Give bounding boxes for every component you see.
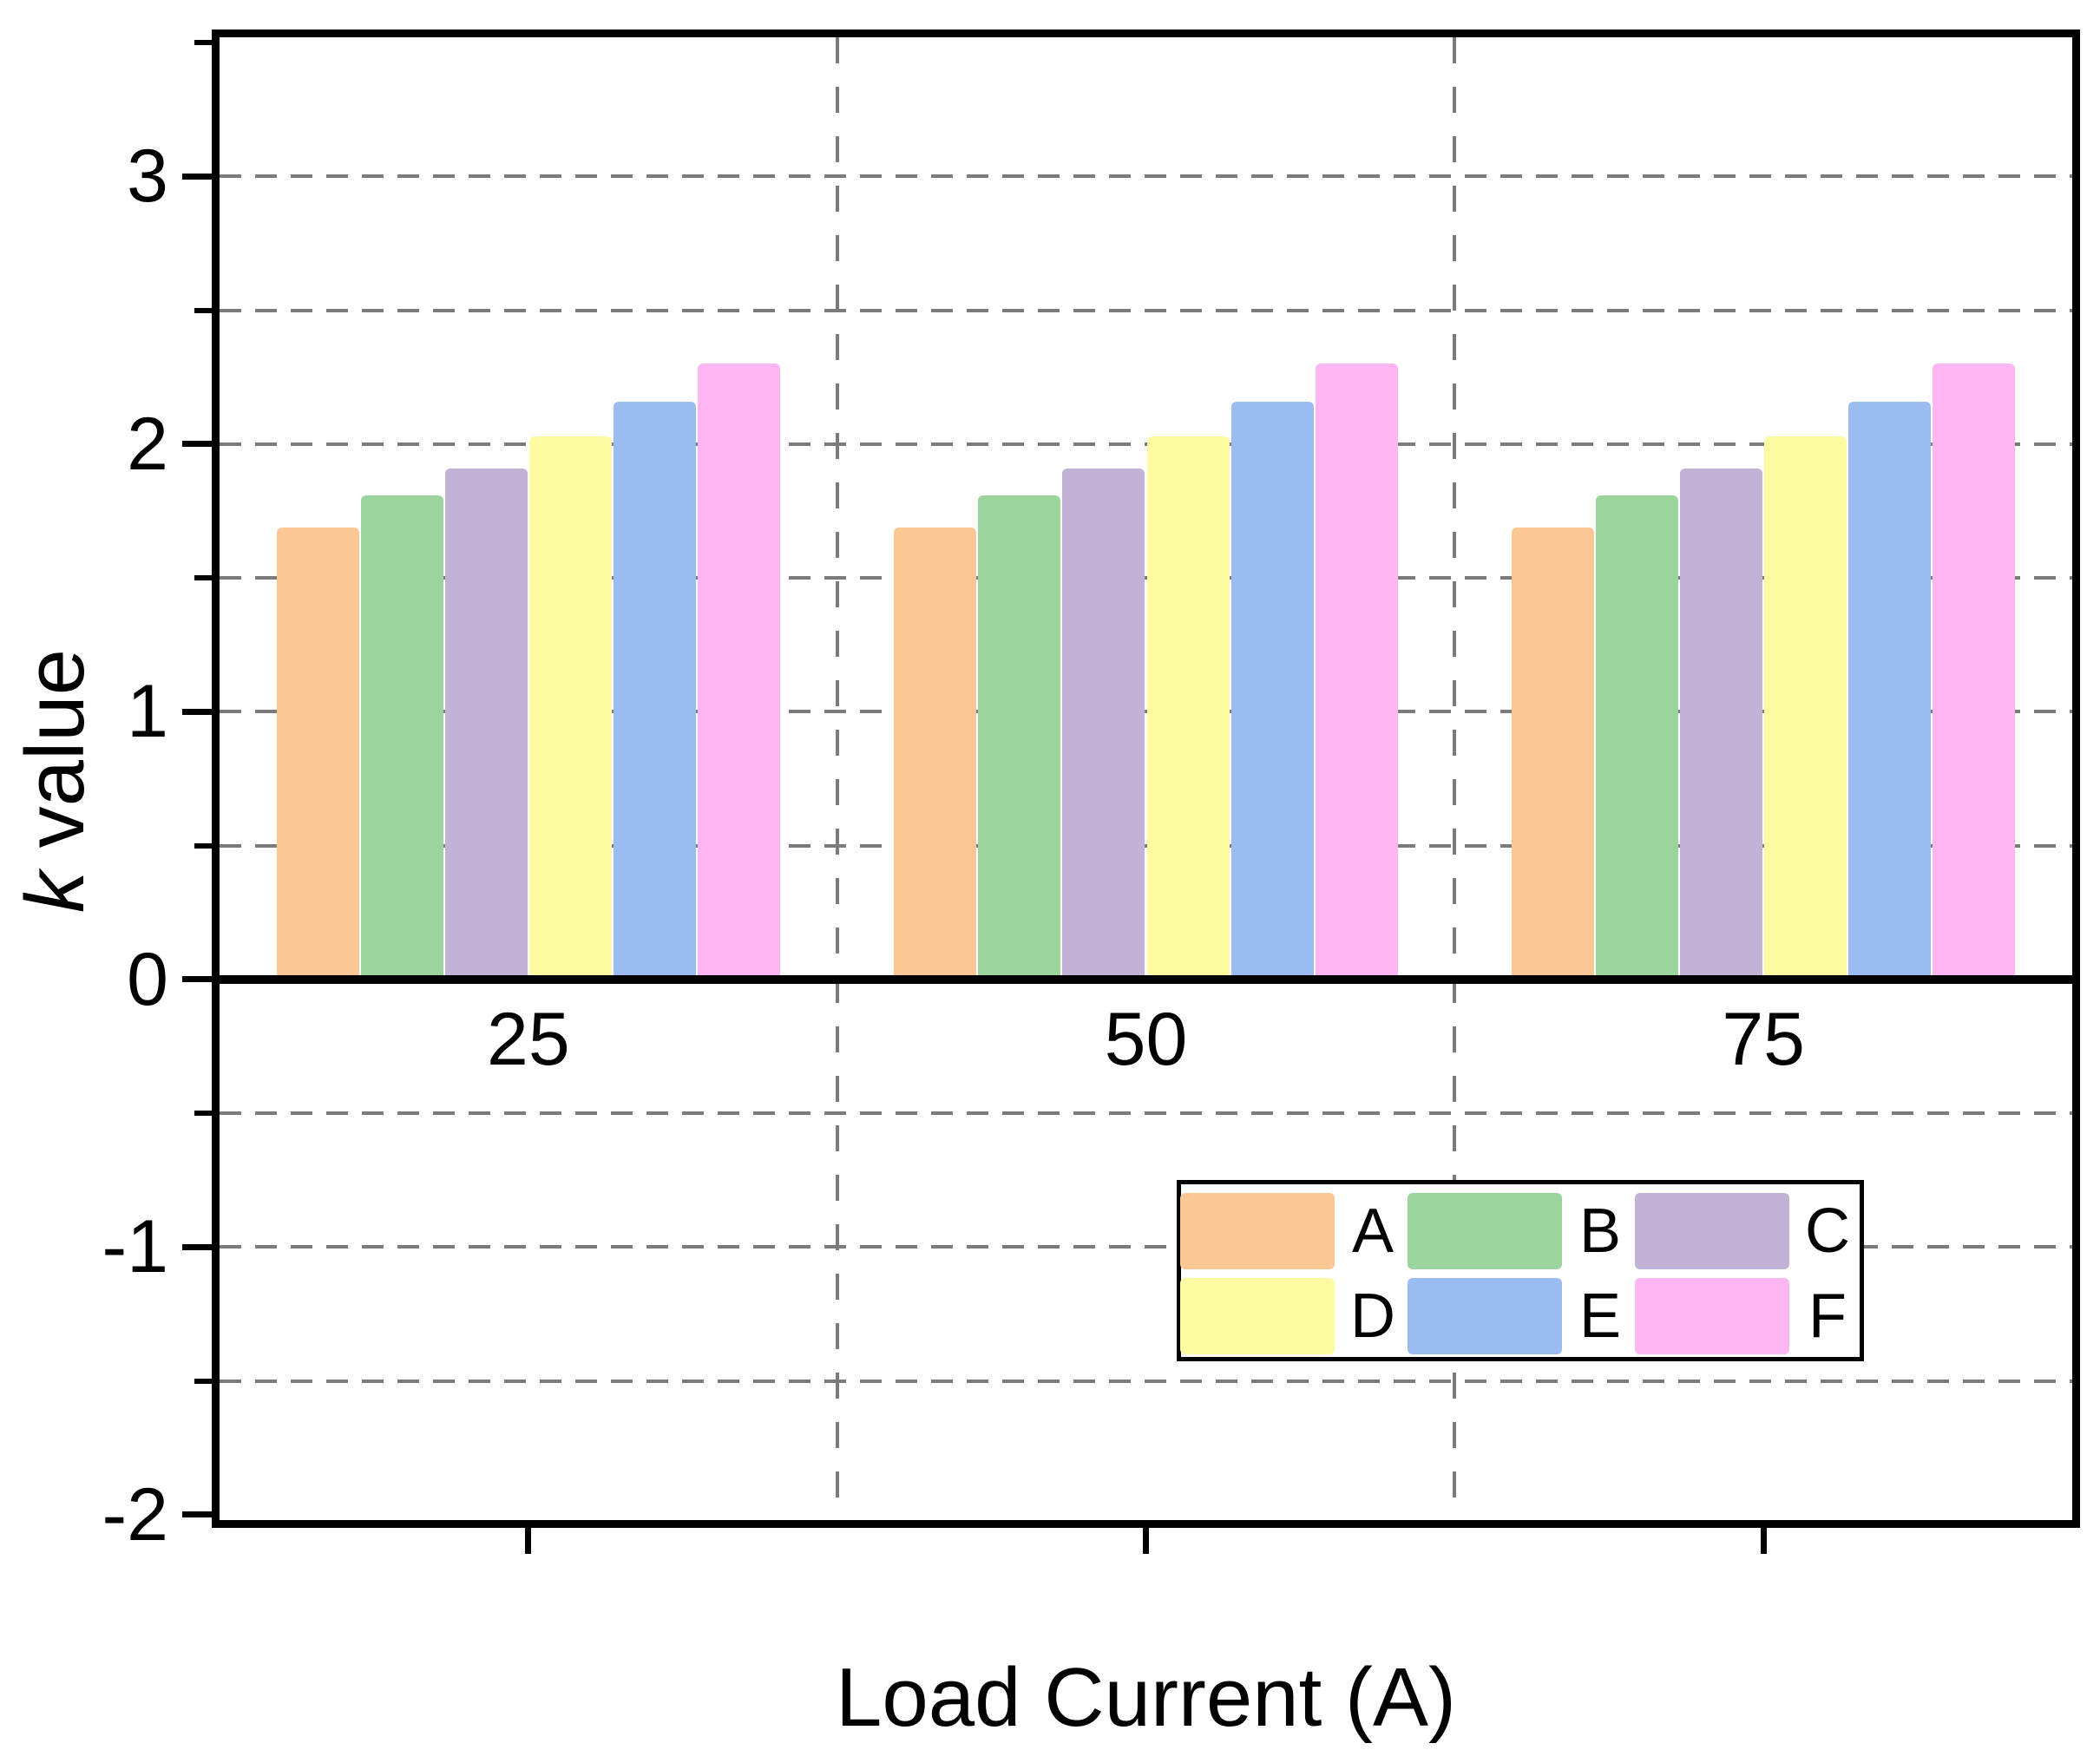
gridline-horizontal [220, 308, 2072, 312]
x-category-label: 50 [1104, 997, 1188, 1081]
x-bottom-tick [1143, 1528, 1149, 1554]
legend-swatch-C [1635, 1193, 1789, 1269]
y-minor-tick [194, 40, 212, 46]
bar-F-25 [697, 364, 780, 980]
legend-label-F: F [1808, 1281, 1847, 1351]
plot-area: 25 50 75 A B C D E F [212, 29, 2080, 1528]
y-minor-tick [194, 1111, 212, 1117]
y-major-tick [182, 441, 212, 448]
y-minor-tick [194, 842, 212, 849]
gridline-horizontal [220, 576, 2072, 580]
gridline-horizontal [220, 442, 2072, 446]
bar-B-50 [978, 495, 1061, 980]
y-tick-label: 1 [127, 670, 168, 754]
bar-B-75 [1596, 495, 1679, 980]
y-major-tick [182, 173, 212, 180]
gridline-vertical [835, 37, 839, 1520]
legend-swatch-B [1408, 1193, 1562, 1269]
bar-C-50 [1062, 468, 1145, 980]
bar-A-50 [894, 527, 977, 980]
gridline-vertical [1453, 37, 1457, 1520]
bar-D-25 [528, 436, 612, 980]
bar-A-75 [1512, 527, 1595, 980]
y-minor-tick [194, 575, 212, 581]
zero-axis-line [220, 974, 2072, 984]
legend: A B C D E F [1177, 1180, 1864, 1361]
y-tick-label: 0 [127, 937, 168, 1021]
y-axis-title-italic-k: k [9, 871, 102, 914]
y-tick-label: 2 [127, 402, 168, 486]
bar-A-25 [276, 527, 359, 980]
bar-C-25 [444, 468, 528, 980]
bar-D-75 [1764, 436, 1847, 980]
x-category-label: 75 [1722, 997, 1805, 1081]
y-major-tick [182, 1511, 212, 1518]
y-minor-tick [194, 307, 212, 313]
bar-E-75 [1848, 401, 1932, 980]
gridline-horizontal [220, 174, 2072, 179]
bar-E-25 [613, 401, 696, 980]
y-major-tick [182, 1243, 212, 1250]
gridline-horizontal [220, 843, 2072, 848]
y-major-tick [182, 976, 212, 983]
y-tick-label: -2 [102, 1472, 168, 1557]
legend-swatch-A [1180, 1193, 1335, 1269]
bar-F-75 [1933, 364, 2016, 980]
x-axis-title: Load Current (A) [836, 1651, 1456, 1744]
x-bottom-tick [525, 1528, 532, 1554]
legend-label-C: C [1805, 1196, 1850, 1266]
bar-B-25 [360, 495, 443, 980]
gridline-horizontal [220, 1245, 2072, 1249]
y-tick-label: 3 [127, 134, 168, 219]
y-minor-tick [194, 1378, 212, 1384]
y-tick-label: -1 [102, 1205, 168, 1289]
y-major-tick [182, 708, 212, 715]
bar-C-75 [1680, 468, 1763, 980]
gridline-horizontal [220, 1111, 2072, 1116]
legend-swatch-E [1408, 1278, 1562, 1354]
legend-swatch-D [1180, 1278, 1335, 1354]
x-bottom-tick [1760, 1528, 1767, 1554]
legend-label-E: E [1578, 1281, 1622, 1351]
legend-label-A: A [1351, 1196, 1395, 1266]
gridline-horizontal [220, 710, 2072, 714]
bar-F-50 [1315, 364, 1398, 980]
legend-swatch-F [1635, 1278, 1789, 1354]
legend-label-B: B [1578, 1196, 1622, 1266]
legend-label-D: D [1350, 1281, 1395, 1351]
gridline-horizontal [220, 1379, 2072, 1383]
x-category-label: 25 [486, 997, 570, 1081]
bar-E-50 [1230, 401, 1314, 980]
bar-D-50 [1146, 436, 1230, 980]
